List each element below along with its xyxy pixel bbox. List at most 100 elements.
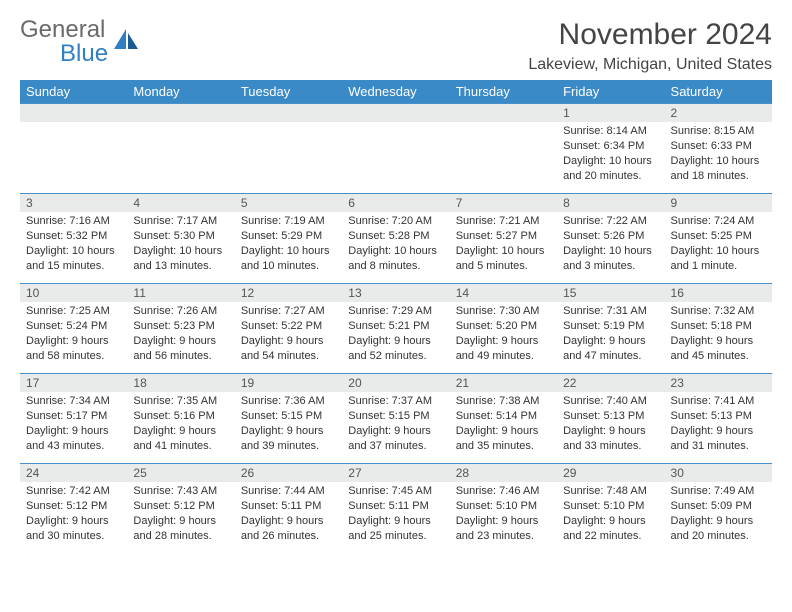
sunset-text: Sunset: 5:13 PM	[671, 409, 766, 424]
calendar-week-row: 17Sunrise: 7:34 AMSunset: 5:17 PMDayligh…	[20, 374, 772, 464]
day-number: 7	[450, 194, 557, 212]
day-number	[342, 104, 449, 122]
weekday-header: Saturday	[665, 80, 772, 104]
day-details: Sunrise: 7:42 AMSunset: 5:12 PMDaylight:…	[20, 482, 127, 549]
sunset-text: Sunset: 5:25 PM	[671, 229, 766, 244]
calendar-day-cell: 24Sunrise: 7:42 AMSunset: 5:12 PMDayligh…	[20, 464, 127, 554]
sunset-text: Sunset: 5:21 PM	[348, 319, 443, 334]
calendar-day-cell	[20, 104, 127, 194]
sunrise-text: Sunrise: 7:44 AM	[241, 484, 336, 499]
day-number: 27	[342, 464, 449, 482]
sunrise-text: Sunrise: 8:14 AM	[563, 124, 658, 139]
daylight-text: Daylight: 9 hours and 20 minutes.	[671, 514, 766, 544]
day-details: Sunrise: 7:32 AMSunset: 5:18 PMDaylight:…	[665, 302, 772, 369]
day-details: Sunrise: 7:36 AMSunset: 5:15 PMDaylight:…	[235, 392, 342, 459]
day-details: Sunrise: 7:25 AMSunset: 5:24 PMDaylight:…	[20, 302, 127, 369]
daylight-text: Daylight: 9 hours and 23 minutes.	[456, 514, 551, 544]
day-number: 28	[450, 464, 557, 482]
sunset-text: Sunset: 6:33 PM	[671, 139, 766, 154]
day-number: 12	[235, 284, 342, 302]
sunset-text: Sunset: 5:27 PM	[456, 229, 551, 244]
sunset-text: Sunset: 5:15 PM	[348, 409, 443, 424]
daylight-text: Daylight: 9 hours and 31 minutes.	[671, 424, 766, 454]
calendar-day-cell: 10Sunrise: 7:25 AMSunset: 5:24 PMDayligh…	[20, 284, 127, 374]
sunset-text: Sunset: 5:28 PM	[348, 229, 443, 244]
day-details: Sunrise: 7:46 AMSunset: 5:10 PMDaylight:…	[450, 482, 557, 549]
day-number: 15	[557, 284, 664, 302]
calendar-day-cell: 15Sunrise: 7:31 AMSunset: 5:19 PMDayligh…	[557, 284, 664, 374]
weekday-header: Wednesday	[342, 80, 449, 104]
daylight-text: Daylight: 9 hours and 30 minutes.	[26, 514, 121, 544]
sunset-text: Sunset: 5:26 PM	[563, 229, 658, 244]
sunset-text: Sunset: 5:18 PM	[671, 319, 766, 334]
brand-logo: General Blue	[20, 18, 140, 66]
day-number	[127, 104, 234, 122]
daylight-text: Daylight: 9 hours and 22 minutes.	[563, 514, 658, 544]
daylight-text: Daylight: 10 hours and 15 minutes.	[26, 244, 121, 274]
sunrise-text: Sunrise: 7:41 AM	[671, 394, 766, 409]
sunrise-text: Sunrise: 7:32 AM	[671, 304, 766, 319]
calendar-day-cell: 18Sunrise: 7:35 AMSunset: 5:16 PMDayligh…	[127, 374, 234, 464]
day-number	[20, 104, 127, 122]
calendar-day-cell: 8Sunrise: 7:22 AMSunset: 5:26 PMDaylight…	[557, 194, 664, 284]
daylight-text: Daylight: 9 hours and 28 minutes.	[133, 514, 228, 544]
sunset-text: Sunset: 5:23 PM	[133, 319, 228, 334]
daylight-text: Daylight: 9 hours and 45 minutes.	[671, 334, 766, 364]
day-number: 19	[235, 374, 342, 392]
day-number: 5	[235, 194, 342, 212]
day-number: 6	[342, 194, 449, 212]
sunrise-text: Sunrise: 7:19 AM	[241, 214, 336, 229]
day-details: Sunrise: 7:48 AMSunset: 5:10 PMDaylight:…	[557, 482, 664, 549]
daylight-text: Daylight: 9 hours and 52 minutes.	[348, 334, 443, 364]
sunset-text: Sunset: 5:10 PM	[563, 499, 658, 514]
calendar-day-cell: 4Sunrise: 7:17 AMSunset: 5:30 PMDaylight…	[127, 194, 234, 284]
daylight-text: Daylight: 9 hours and 54 minutes.	[241, 334, 336, 364]
day-number: 22	[557, 374, 664, 392]
daylight-text: Daylight: 9 hours and 37 minutes.	[348, 424, 443, 454]
sunset-text: Sunset: 5:12 PM	[26, 499, 121, 514]
sunset-text: Sunset: 5:29 PM	[241, 229, 336, 244]
calendar-day-cell: 6Sunrise: 7:20 AMSunset: 5:28 PMDaylight…	[342, 194, 449, 284]
day-details: Sunrise: 7:24 AMSunset: 5:25 PMDaylight:…	[665, 212, 772, 279]
day-number: 13	[342, 284, 449, 302]
day-number: 25	[127, 464, 234, 482]
sunset-text: Sunset: 5:10 PM	[456, 499, 551, 514]
calendar-day-cell: 12Sunrise: 7:27 AMSunset: 5:22 PMDayligh…	[235, 284, 342, 374]
daylight-text: Daylight: 9 hours and 43 minutes.	[26, 424, 121, 454]
brand-accent: Blue	[60, 40, 108, 67]
day-details: Sunrise: 7:43 AMSunset: 5:12 PMDaylight:…	[127, 482, 234, 549]
sunrise-text: Sunrise: 7:40 AM	[563, 394, 658, 409]
calendar-day-cell: 29Sunrise: 7:48 AMSunset: 5:10 PMDayligh…	[557, 464, 664, 554]
sunrise-text: Sunrise: 7:38 AM	[456, 394, 551, 409]
calendar-day-cell: 19Sunrise: 7:36 AMSunset: 5:15 PMDayligh…	[235, 374, 342, 464]
day-number: 18	[127, 374, 234, 392]
day-number: 10	[20, 284, 127, 302]
calendar-day-cell: 30Sunrise: 7:49 AMSunset: 5:09 PMDayligh…	[665, 464, 772, 554]
sunset-text: Sunset: 5:15 PM	[241, 409, 336, 424]
day-details: Sunrise: 7:20 AMSunset: 5:28 PMDaylight:…	[342, 212, 449, 279]
sunset-text: Sunset: 5:12 PM	[133, 499, 228, 514]
sunrise-text: Sunrise: 7:21 AM	[456, 214, 551, 229]
sunset-text: Sunset: 5:11 PM	[348, 499, 443, 514]
day-number: 17	[20, 374, 127, 392]
weekday-header: Friday	[557, 80, 664, 104]
day-number: 2	[665, 104, 772, 122]
daylight-text: Daylight: 10 hours and 3 minutes.	[563, 244, 658, 274]
daylight-text: Daylight: 9 hours and 39 minutes.	[241, 424, 336, 454]
day-details: Sunrise: 7:17 AMSunset: 5:30 PMDaylight:…	[127, 212, 234, 279]
daylight-text: Daylight: 9 hours and 26 minutes.	[241, 514, 336, 544]
sunrise-text: Sunrise: 7:16 AM	[26, 214, 121, 229]
calendar-day-cell: 16Sunrise: 7:32 AMSunset: 5:18 PMDayligh…	[665, 284, 772, 374]
weekday-header: Sunday	[20, 80, 127, 104]
sunrise-text: Sunrise: 7:17 AM	[133, 214, 228, 229]
weekday-header-row: SundayMondayTuesdayWednesdayThursdayFrid…	[20, 80, 772, 104]
sunrise-text: Sunrise: 7:37 AM	[348, 394, 443, 409]
day-details: Sunrise: 7:30 AMSunset: 5:20 PMDaylight:…	[450, 302, 557, 369]
daylight-text: Daylight: 9 hours and 47 minutes.	[563, 334, 658, 364]
sunset-text: Sunset: 5:22 PM	[241, 319, 336, 334]
day-details: Sunrise: 7:27 AMSunset: 5:22 PMDaylight:…	[235, 302, 342, 369]
day-details: Sunrise: 7:35 AMSunset: 5:16 PMDaylight:…	[127, 392, 234, 459]
sunrise-text: Sunrise: 7:31 AM	[563, 304, 658, 319]
day-details: Sunrise: 7:37 AMSunset: 5:15 PMDaylight:…	[342, 392, 449, 459]
calendar-day-cell: 2Sunrise: 8:15 AMSunset: 6:33 PMDaylight…	[665, 104, 772, 194]
